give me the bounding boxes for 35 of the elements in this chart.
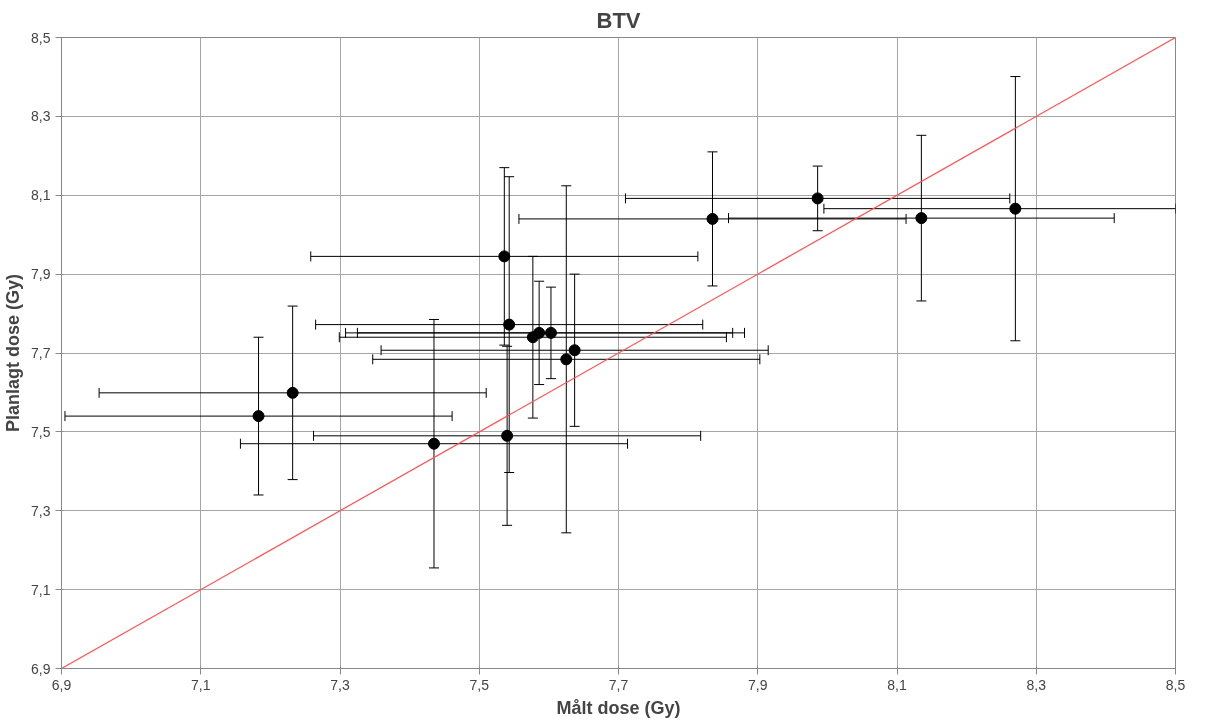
point <box>427 437 440 450</box>
point <box>706 212 719 225</box>
x-tick-label: 7,7 <box>608 676 629 693</box>
y-axis-title: Planlagt dose (Gy) <box>3 273 24 433</box>
point <box>252 410 265 423</box>
y-tick-label: 6,9 <box>31 660 51 677</box>
point <box>501 429 514 442</box>
point <box>1009 202 1022 215</box>
x-tick-label: 8,1 <box>887 676 907 693</box>
x-axis-title: Målt dose (Gy) <box>556 697 681 718</box>
x-tick-label: 7,9 <box>748 676 768 693</box>
y-tick-label: 8,1 <box>31 187 51 204</box>
x-tick-label: 7,5 <box>469 676 490 693</box>
y-tick-label: 8,5 <box>31 29 51 46</box>
y-tick-label: 7,9 <box>31 266 51 283</box>
y-tick-label: 7,5 <box>31 423 51 440</box>
point <box>498 250 511 263</box>
point <box>915 212 928 225</box>
point <box>811 192 824 205</box>
x-tick-label: 6,9 <box>51 676 72 693</box>
x-tick-label: 8,3 <box>1026 676 1047 693</box>
x-tick-label: 7,1 <box>191 676 211 693</box>
point <box>286 386 299 399</box>
x-tick-label: 8,5 <box>1165 676 1186 693</box>
x-tick-label: 7,3 <box>330 676 350 693</box>
y-tick-label: 8,3 <box>31 108 51 125</box>
point <box>560 353 573 366</box>
y-tick-label: 7,7 <box>31 345 51 361</box>
chart-title: BTV <box>596 7 641 33</box>
point <box>568 344 581 357</box>
y-tick-label: 7,1 <box>31 581 51 598</box>
y-tick-label: 7,3 <box>31 502 51 519</box>
point <box>533 326 546 339</box>
point <box>544 326 557 339</box>
point <box>503 318 516 331</box>
